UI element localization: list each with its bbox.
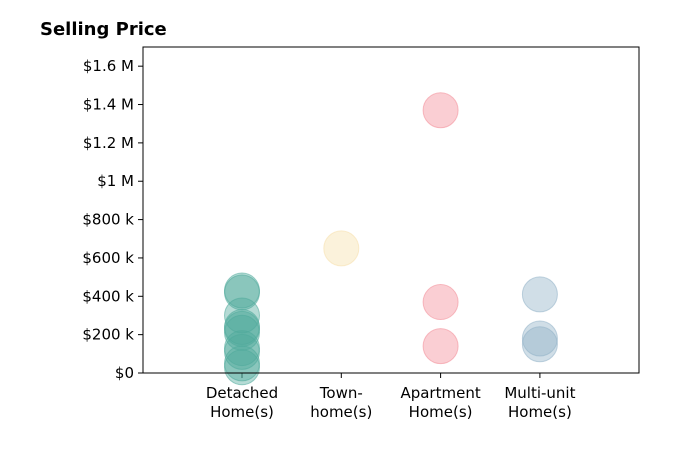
chart-title: Selling Price <box>40 19 167 40</box>
y-tick-label: $1.4 M <box>83 96 134 114</box>
data-point <box>521 320 558 357</box>
y-tick-label: $200 k <box>82 326 134 344</box>
x-axis: Detached Home(s) Town-home(s) Apartment Home… <box>206 373 576 421</box>
data-point <box>224 333 260 370</box>
y-axis: $0 $200 k $400 k $600 k $800 k $1 M $1.2 M $1.4… <box>82 57 143 382</box>
y-tick-label: $1.6 M <box>83 57 134 75</box>
data-point <box>224 349 260 386</box>
data-point <box>422 92 459 129</box>
y-tick-label: $0 <box>115 364 134 382</box>
data-point <box>521 276 558 313</box>
x-tick-label: Apartment Home(s) <box>400 384 480 421</box>
x-tick-label: Detached Home(s) <box>206 384 278 421</box>
y-tick-label: $1 M <box>97 172 134 190</box>
y-tick-label: $400 k <box>82 287 134 305</box>
x-tick-label: Multi-unit Home(s) <box>504 384 575 421</box>
plot-frame <box>142 46 640 374</box>
data-point <box>422 328 459 365</box>
y-tick-label: $1.2 M <box>83 134 134 152</box>
y-tick-label: $800 k <box>82 211 134 229</box>
data-point <box>323 230 360 267</box>
data-point <box>422 284 459 321</box>
y-tick-label: $600 k <box>82 249 134 267</box>
data-points <box>224 92 558 386</box>
data-point <box>521 326 558 363</box>
x-tick-label: Town-home(s) <box>310 384 372 421</box>
